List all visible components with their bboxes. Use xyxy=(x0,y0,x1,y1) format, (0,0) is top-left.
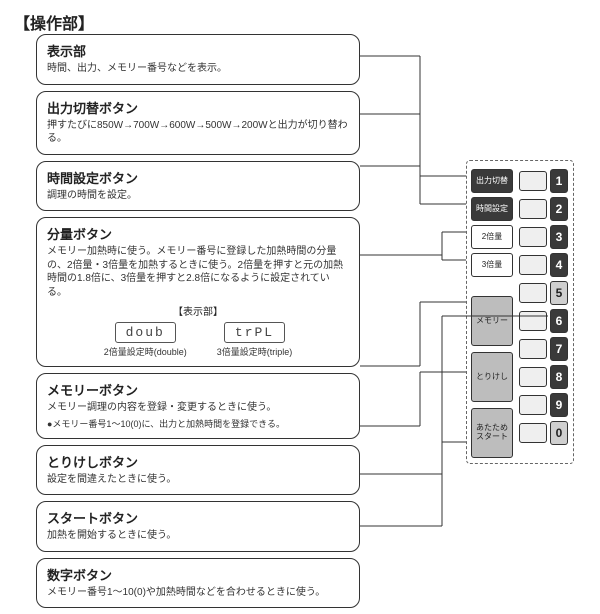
number-cell: 2 xyxy=(519,197,568,221)
func-button-3[interactable]: 3倍量 xyxy=(471,253,513,277)
number-cell: 4 xyxy=(519,253,568,277)
desc-box-disp: 表示部時間、出力、メモリー番号などを表示。 xyxy=(36,34,360,85)
display-slot xyxy=(519,423,547,443)
segment-caption: 3倍量設定時(triple) xyxy=(217,345,293,358)
desc-box-numb: 数字ボタンメモリー番号1～10(0)や加熱時間などを合わせるときに使う。 xyxy=(36,558,360,609)
func-button-0[interactable]: 出力切替 xyxy=(471,169,513,193)
number-button-7[interactable]: 7 xyxy=(550,337,568,361)
func-button-6[interactable]: あたため スタート xyxy=(471,408,513,458)
display-slot xyxy=(519,255,547,275)
panel-row: 時間設定 2 xyxy=(471,195,569,223)
number-cell: 7 xyxy=(519,337,568,361)
box-desc: 加熱を開始するときに使う。 xyxy=(47,529,349,543)
number-cell: 9 xyxy=(519,393,568,417)
number-button-5[interactable]: 5 xyxy=(550,281,568,305)
panel-row: とりけし8 xyxy=(471,363,569,391)
box-title: メモリーボタン xyxy=(47,380,349,399)
box-desc: メモリー調理の内容を登録・変更するときに使う。 xyxy=(47,401,349,415)
box-desc: 時間、出力、メモリー番号などを表示。 xyxy=(47,62,349,76)
segment-caption: 2倍量設定時(double) xyxy=(104,345,187,358)
number-cell: 0 xyxy=(519,421,568,445)
panel-row: 2倍量 3 xyxy=(471,223,569,251)
panel-row: あたため スタート0 xyxy=(471,419,569,447)
desc-box-start: スタートボタン加熱を開始するときに使う。 xyxy=(36,501,360,552)
func-button-1[interactable]: 時間設定 xyxy=(471,197,513,221)
panel-row: メモリー6 xyxy=(471,307,569,335)
box-desc: 調理の時間を設定。 xyxy=(47,189,349,203)
panel-row: 出力切替 1 xyxy=(471,167,569,195)
number-cell: 5 xyxy=(519,281,568,305)
desc-box-cancel: とりけしボタン設定を間違えたときに使う。 xyxy=(36,445,360,496)
number-button-9[interactable]: 9 xyxy=(550,393,568,417)
desc-box-power: 出力切替ボタン押すたびに850W→700W→600W→500W→200Wと出力が… xyxy=(36,91,360,155)
number-button-6[interactable]: 6 xyxy=(550,309,568,333)
display-slot xyxy=(519,339,547,359)
desc-box-time: 時間設定ボタン調理の時間を設定。 xyxy=(36,161,360,212)
box-note: ●メモリー番号1～10(0)に、出力と加熱時間を登録できる。 xyxy=(47,417,349,430)
number-button-1[interactable]: 1 xyxy=(550,169,568,193)
box-desc: 押すたびに850W→700W→600W→500W→200Wと出力が切り替わる。 xyxy=(47,119,349,146)
section-heading: 【操作部】 xyxy=(14,10,586,34)
segment-display: doub xyxy=(115,322,176,343)
number-cell: 8 xyxy=(519,365,568,389)
segment-sample: doub 2倍量設定時(double) xyxy=(104,322,187,358)
box-desc: メモリー番号1～10(0)や加熱時間などを合わせるときに使う。 xyxy=(47,586,349,600)
number-cell: 6 xyxy=(519,309,568,333)
display-slot xyxy=(519,227,547,247)
display-slot xyxy=(519,395,547,415)
box-title: 出力切替ボタン xyxy=(47,98,349,117)
number-button-8[interactable]: 8 xyxy=(550,365,568,389)
segment-row: doub 2倍量設定時(double) trPL 3倍量設定時(triple) xyxy=(47,322,349,358)
description-column: 表示部時間、出力、メモリー番号などを表示。出力切替ボタン押すたびに850W→70… xyxy=(36,34,360,614)
box-subhead: 【表示部】 xyxy=(47,303,349,318)
number-button-4[interactable]: 4 xyxy=(550,253,568,277)
box-title: 分量ボタン xyxy=(47,224,349,243)
func-button-2[interactable]: 2倍量 xyxy=(471,225,513,249)
box-desc: メモリー加熱時に使う。メモリー番号に登録した加熱時間の分量の、2倍量・3倍量を加… xyxy=(47,245,349,299)
desc-box-qty: 分量ボタンメモリー加熱時に使う。メモリー番号に登録した加熱時間の分量の、2倍量・… xyxy=(36,217,360,367)
display-slot xyxy=(519,311,547,331)
box-desc: 設定を間違えたときに使う。 xyxy=(47,473,349,487)
box-title: とりけしボタン xyxy=(47,452,349,471)
number-button-3[interactable]: 3 xyxy=(550,225,568,249)
display-slot xyxy=(519,283,547,303)
panel-row: 3倍量 4 xyxy=(471,251,569,279)
box-title: 表示部 xyxy=(47,41,349,60)
segment-sample: trPL 3倍量設定時(triple) xyxy=(217,322,293,358)
box-title: 数字ボタン xyxy=(47,565,349,584)
display-slot xyxy=(519,367,547,387)
number-cell: 3 xyxy=(519,225,568,249)
box-title: スタートボタン xyxy=(47,508,349,527)
display-slot xyxy=(519,171,547,191)
segment-display: trPL xyxy=(224,322,285,343)
control-panel: 出力切替1時間設定22倍量33倍量45メモリー67とりけし89あたため スタート… xyxy=(466,160,574,464)
number-button-2[interactable]: 2 xyxy=(550,197,568,221)
box-title: 時間設定ボタン xyxy=(47,168,349,187)
display-slot xyxy=(519,199,547,219)
number-cell: 1 xyxy=(519,169,568,193)
number-button-0[interactable]: 0 xyxy=(550,421,568,445)
desc-box-mem: メモリーボタンメモリー調理の内容を登録・変更するときに使う。 ●メモリー番号1～1… xyxy=(36,373,360,439)
